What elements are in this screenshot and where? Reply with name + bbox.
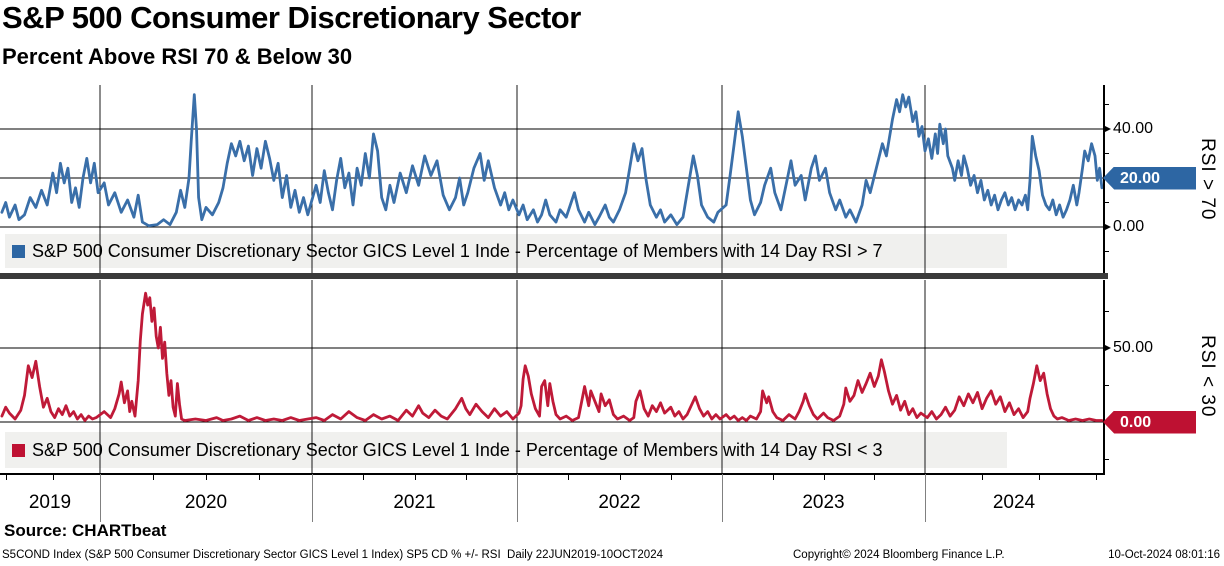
x-year-divider xyxy=(100,474,101,522)
x-tick-quarter xyxy=(206,474,207,480)
x-tick-quarter xyxy=(874,474,876,480)
y-tick-minor xyxy=(1103,310,1109,312)
x-tick-quarter xyxy=(568,474,570,480)
x-axis-year-label: 2020 xyxy=(184,492,228,513)
last-value-tag-rsi-above[interactable]: 20.00 xyxy=(1103,166,1196,190)
legend-label: S&P 500 Consumer Discretionary Sector GI… xyxy=(32,439,883,460)
y-tick-label: 0.00 xyxy=(1113,218,1145,235)
x-tick-quarter xyxy=(465,474,467,480)
y-tick-minor xyxy=(1103,202,1109,204)
x-year-divider xyxy=(312,474,313,522)
pct_members_rsi_below_30-line[interactable] xyxy=(0,291,1104,422)
legend-strip-bg xyxy=(5,432,1007,468)
x-year-divider xyxy=(517,474,518,522)
x-tick-quarter xyxy=(153,474,154,480)
y-tick-arrow xyxy=(1103,124,1111,133)
x-axis-year-label: 2019 xyxy=(28,492,72,513)
x-axis-year-label: 2023 xyxy=(802,492,845,513)
x-tick-quarter xyxy=(772,474,774,480)
rsi-above-70-plot[interactable] xyxy=(0,85,1104,273)
y-tick-minor xyxy=(1103,153,1109,155)
legend-rsi-below-30[interactable]: S&P 500 Consumer Discretionary Sector GI… xyxy=(5,432,1007,468)
panel-separator[interactable] xyxy=(0,273,1108,279)
x-tick-quarter xyxy=(619,474,621,480)
x-tick-quarter xyxy=(414,474,416,480)
pct_members_rsi_above_70-line[interactable] xyxy=(0,93,1104,228)
legend-swatch-red xyxy=(12,443,25,457)
x-tick-quarter xyxy=(1039,474,1041,480)
legend-rsi-above-70[interactable]: S&P 500 Consumer Discretionary Sector GI… xyxy=(5,234,1007,268)
x-tick-quarter xyxy=(1096,474,1098,480)
legend-swatch-blue xyxy=(12,244,25,258)
x-axis-line xyxy=(0,473,1105,475)
x-tick-quarter xyxy=(259,474,260,480)
footer-ticker-info: S5COND Index (S&P 500 Consumer Discretio… xyxy=(2,549,663,561)
y-tick-minor xyxy=(1103,251,1109,253)
last-value-tag-rsi-below[interactable]: 0.00 xyxy=(1103,410,1196,434)
y-tick-arrow xyxy=(1103,343,1111,352)
y-tick-label: 40.00 xyxy=(1113,120,1154,137)
footer-copyright: Copyright© 2024 Bloomberg Finance L.P. xyxy=(793,549,1005,561)
x-tick-quarter xyxy=(52,474,54,480)
x-tick-quarter xyxy=(363,474,365,480)
x-axis-year-label: 2022 xyxy=(598,492,641,513)
y-tick-label: 50.00 xyxy=(1113,339,1154,356)
x-axis-year-label: 2021 xyxy=(393,492,436,513)
x-tick-quarter xyxy=(670,474,672,480)
x-tick-quarter xyxy=(823,474,825,480)
y-tick-minor xyxy=(1103,458,1109,460)
y-axis-bottom-panel xyxy=(1103,280,1105,473)
x-tick-quarter xyxy=(5,474,7,480)
x-year-divider xyxy=(722,474,723,522)
x-year-divider xyxy=(925,474,926,522)
y-tick-minor xyxy=(1103,384,1109,386)
rsi-below-30-plot[interactable] xyxy=(0,280,1104,473)
x-axis-year-label: 2024 xyxy=(992,492,1036,513)
legend-strip-bg xyxy=(5,234,1007,268)
page-subtitle: Percent Above RSI 70 & Below 30 xyxy=(2,44,353,69)
axis-title-rsi-below-30: RSI < 30 xyxy=(1197,335,1218,418)
source-line: Source: CHARTbeat xyxy=(4,521,167,540)
y-tick-minor xyxy=(1103,104,1109,106)
footer-timestamp: 10-Oct-2024 08:01:16 xyxy=(1108,549,1220,561)
legend-label: S&P 500 Consumer Discretionary Sector GI… xyxy=(32,240,883,261)
page-title: S&P 500 Consumer Discretionary Sector xyxy=(2,0,581,35)
y-tick-arrow xyxy=(1103,222,1111,231)
x-tick-quarter xyxy=(982,474,984,480)
y-axis-top-panel xyxy=(1103,85,1105,273)
axis-title-rsi-above-70: RSI > 70 xyxy=(1197,137,1218,221)
